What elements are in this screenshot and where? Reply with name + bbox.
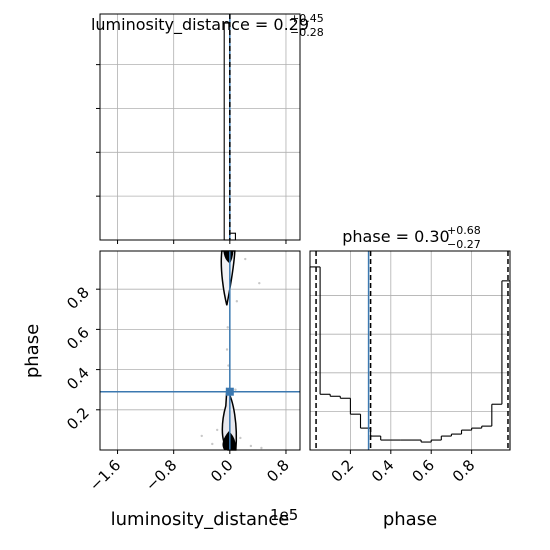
contour-ytick-label-0: 0.2 bbox=[63, 404, 93, 434]
hist-phase-xtick-label-0: 0.2 bbox=[328, 456, 358, 486]
hist-phase-frame bbox=[309, 250, 511, 451]
contour-ytick-label-3: 0.8 bbox=[63, 283, 93, 313]
xaxis-label-luminosity-distance: luminosity_distance bbox=[111, 509, 290, 530]
contour-scatter-point-1 bbox=[258, 281, 261, 285]
contour-truth-marker bbox=[225, 387, 234, 396]
contour-scatter-point-5 bbox=[234, 388, 237, 391]
contour-ytick-labels: 0.2 0.4 0.6 0.8 bbox=[63, 283, 93, 433]
contour-scatter-point-11 bbox=[215, 428, 219, 432]
contour-scatter-point-10 bbox=[260, 446, 263, 450]
contour-xtick-label-1: −0.8 bbox=[142, 456, 180, 494]
hist-phase-xtick-label-2: 0.6 bbox=[408, 456, 438, 486]
panel-hist-luminosity-distance: luminosity_distance = 0.29 +0.45 −0.28 bbox=[91, 12, 324, 244]
contour-scatter-point-4 bbox=[225, 348, 229, 351]
hist-ld-bar-0 bbox=[223, 22, 231, 241]
contour-frame bbox=[99, 250, 301, 451]
contour-scatter-point-2 bbox=[235, 300, 239, 303]
hist-phase-marks bbox=[309, 251, 511, 450]
contour-upper-outer bbox=[220, 250, 236, 306]
hist-luminosity-distance-grid bbox=[96, 14, 300, 244]
contour-xtick-labels: −1.6 −0.8 0.0 0.8 bbox=[86, 456, 293, 494]
hist-luminosity-distance-title-main: luminosity_distance = 0.29 bbox=[91, 15, 309, 35]
contour-marks bbox=[100, 250, 300, 451]
hist-luminosity-distance-marks bbox=[223, 14, 236, 241]
contour-scatter-point-9 bbox=[249, 444, 253, 448]
hist-phase-xtick-label-1: 0.4 bbox=[368, 456, 398, 486]
contour-ytick-label-1: 0.4 bbox=[63, 364, 93, 394]
hist-ld-bar-1 bbox=[229, 232, 236, 241]
xaxis-label-phase: phase bbox=[383, 509, 437, 530]
contour-scatter-point-6 bbox=[200, 434, 203, 438]
contour-xtick-label-0: −1.6 bbox=[86, 456, 124, 494]
panel-contour-luminosity-distance-phase: −1.6 −0.8 0.0 0.8 0.2 0.4 0.6 0.8 1e5 luminosi… bbox=[22, 250, 301, 530]
hist-phase-xtick-labels: 0.2 0.4 0.6 0.8 bbox=[328, 456, 479, 486]
contour-xtick-label-3: 0.8 bbox=[263, 456, 293, 486]
contour-grid bbox=[96, 251, 300, 454]
yaxis-label-phase: phase bbox=[22, 324, 43, 378]
contour-scatter-point-8 bbox=[239, 436, 242, 440]
contour-ytick-label-2: 0.6 bbox=[63, 323, 93, 353]
contour-scatter-point-7 bbox=[211, 442, 214, 446]
contour-scatter-point-0 bbox=[244, 257, 247, 261]
hist-phase-grid bbox=[310, 251, 510, 454]
hist-phase-title-upper: +0.68 bbox=[447, 224, 481, 237]
hist-phase-title-main: phase = 0.30 bbox=[342, 227, 449, 246]
hist-luminosity-distance-frame bbox=[99, 13, 301, 241]
hist-luminosity-distance-title-upper: +0.45 bbox=[290, 12, 324, 25]
contour-scatter-point-13 bbox=[227, 364, 230, 367]
contour-scatter-point-3 bbox=[226, 326, 229, 329]
hist-luminosity-distance-title-lower: −0.28 bbox=[290, 26, 324, 39]
panel-hist-phase: phase = 0.30 +0.68 −0.27 0.2 0.4 0.6 0.8 ph… bbox=[309, 224, 511, 530]
hist-phase-title-lower: −0.27 bbox=[447, 238, 481, 251]
contour-xtick-label-2: 0.0 bbox=[207, 456, 237, 486]
hist-luminosity-distance-title: luminosity_distance = 0.29 bbox=[91, 15, 309, 35]
xaxis-scale-label: 1e5 bbox=[270, 506, 298, 524]
hist-phase-xtick-label-3: 0.8 bbox=[449, 456, 479, 486]
